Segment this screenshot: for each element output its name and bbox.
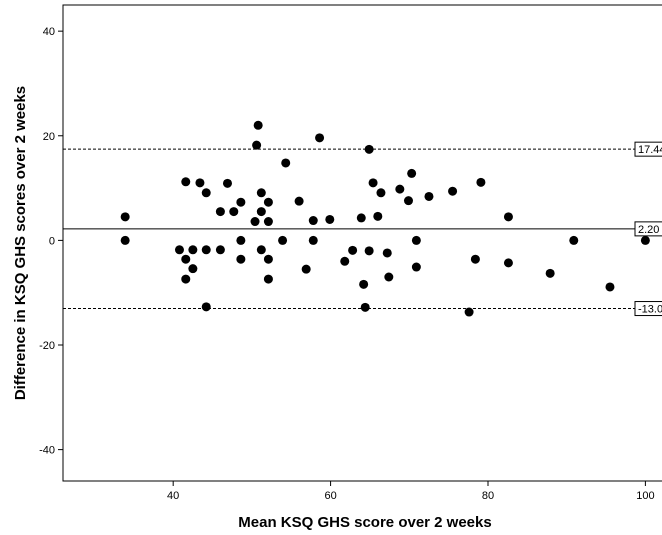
data-point bbox=[201, 302, 211, 312]
reference-lines: 17.44 2.20 -13.03 bbox=[63, 141, 662, 317]
data-point bbox=[364, 246, 374, 256]
data-point bbox=[605, 282, 615, 292]
data-point bbox=[263, 197, 273, 207]
data-point bbox=[215, 207, 225, 217]
data-point bbox=[308, 235, 318, 245]
mean-difference-label-box bbox=[634, 221, 662, 237]
data-point bbox=[236, 235, 246, 245]
x-axis-ticks: 40 60 80 100 bbox=[167, 481, 655, 502]
data-point bbox=[188, 245, 198, 255]
data-point bbox=[263, 274, 273, 284]
data-point bbox=[384, 272, 394, 282]
data-point bbox=[222, 178, 232, 188]
x-tick-label: 100 bbox=[636, 490, 654, 502]
data-point bbox=[368, 178, 378, 188]
data-point bbox=[376, 188, 386, 198]
data-point bbox=[476, 177, 486, 187]
data-point bbox=[448, 186, 458, 196]
data-point bbox=[373, 211, 383, 221]
x-axis-title: Mean KSQ GHS score over 2 weeks bbox=[238, 514, 491, 531]
x-tick-label: 60 bbox=[324, 490, 336, 502]
data-point bbox=[407, 168, 417, 178]
y-tick-label: 20 bbox=[43, 131, 55, 143]
data-point bbox=[188, 264, 198, 274]
data-point bbox=[281, 158, 291, 168]
data-point bbox=[263, 254, 273, 264]
data-point bbox=[229, 207, 239, 217]
data-point bbox=[253, 120, 263, 130]
plot-area-frame bbox=[62, 4, 662, 482]
data-point bbox=[250, 217, 260, 227]
data-point bbox=[403, 196, 413, 206]
data-point bbox=[181, 177, 191, 187]
data-point bbox=[201, 245, 211, 255]
y-tick-label: -20 bbox=[39, 340, 55, 352]
data-point bbox=[464, 307, 474, 317]
data-point bbox=[424, 191, 434, 201]
data-point bbox=[545, 268, 555, 278]
y-tick-label: 0 bbox=[49, 235, 55, 247]
data-point bbox=[503, 212, 513, 222]
x-tick-label: 40 bbox=[167, 490, 179, 502]
data-point bbox=[503, 258, 513, 268]
data-point bbox=[252, 140, 262, 150]
data-point bbox=[120, 212, 130, 222]
data-point bbox=[236, 254, 246, 264]
lower-limit-label-box bbox=[634, 301, 662, 317]
y-axis-title: Difference in KSQ GHS scores over 2 week… bbox=[12, 86, 29, 400]
data-point bbox=[382, 248, 392, 258]
data-point bbox=[301, 264, 311, 274]
data-point bbox=[181, 274, 191, 284]
data-point bbox=[411, 262, 421, 272]
x-tick-label: 80 bbox=[482, 490, 494, 502]
upper-limit-label-box bbox=[634, 141, 662, 157]
data-point bbox=[340, 256, 350, 266]
data-point bbox=[356, 213, 366, 223]
data-point bbox=[256, 207, 266, 217]
data-point bbox=[201, 188, 211, 198]
data-point bbox=[256, 188, 266, 198]
data-point bbox=[470, 254, 480, 264]
data-point bbox=[236, 197, 246, 207]
data-point bbox=[263, 217, 273, 227]
data-point bbox=[294, 196, 304, 206]
data-point bbox=[315, 133, 325, 143]
data-point bbox=[411, 235, 421, 245]
data-points bbox=[120, 120, 650, 317]
y-tick-label: 40 bbox=[43, 26, 55, 38]
data-point bbox=[308, 216, 318, 226]
data-point bbox=[278, 235, 288, 245]
upper-limit-label: 17.44 bbox=[638, 144, 662, 156]
data-point bbox=[195, 178, 205, 188]
data-point bbox=[325, 214, 335, 224]
data-point bbox=[348, 245, 358, 255]
data-point bbox=[359, 279, 369, 289]
data-point bbox=[120, 235, 130, 245]
data-point bbox=[256, 245, 266, 255]
y-tick-label: -40 bbox=[39, 445, 55, 457]
y-axis-ticks: -40 -20 0 20 40 bbox=[39, 26, 63, 457]
data-point bbox=[360, 302, 370, 312]
data-point bbox=[174, 245, 184, 255]
data-point bbox=[215, 245, 225, 255]
data-point bbox=[181, 254, 191, 264]
mean-difference-label: 2.20 bbox=[638, 224, 659, 236]
lower-limit-label: -13.03 bbox=[638, 304, 662, 316]
data-point bbox=[569, 235, 579, 245]
data-point bbox=[640, 235, 650, 245]
data-point bbox=[395, 184, 405, 194]
data-point bbox=[364, 144, 374, 154]
